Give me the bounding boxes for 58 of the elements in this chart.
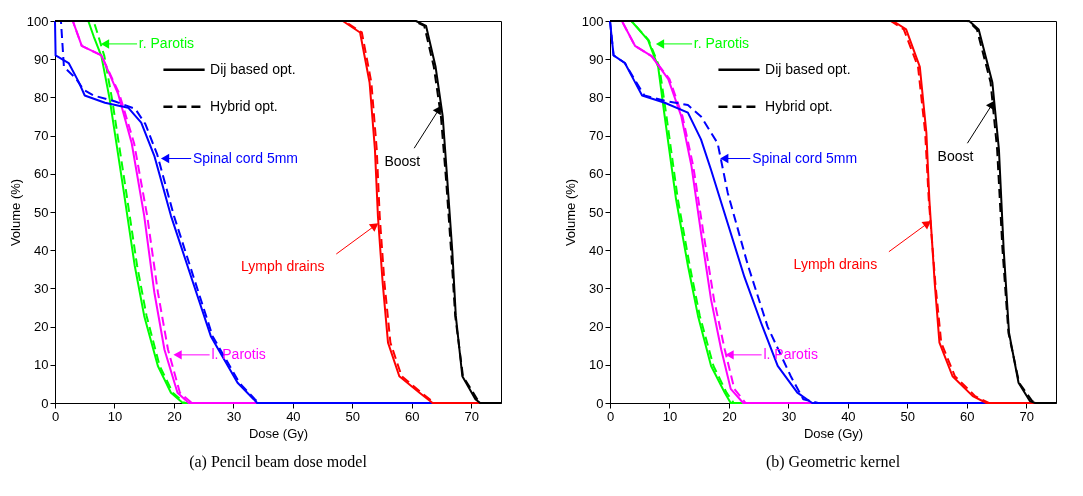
x-tick-label: 10 (107, 408, 123, 424)
annotation: Boost (384, 152, 421, 169)
y-tick-label: 20 (589, 319, 604, 335)
y-tick-label: 80 (34, 89, 49, 105)
annotation: Dij based opt. (210, 60, 296, 77)
y-tick-label: 70 (589, 128, 604, 144)
annotation: l. Parotis (763, 345, 818, 362)
y-tick-label: 90 (589, 51, 604, 67)
x-tick-label: 0 (606, 408, 615, 424)
y-tick-label: 10 (589, 357, 604, 373)
annotation: Hybrid opt. (210, 97, 278, 114)
y-tick-label: 0 (41, 395, 49, 411)
x-tick-label: 70 (1019, 408, 1034, 424)
annotation: Hybrid opt. (765, 97, 833, 114)
x-tick-label: 20 (722, 408, 737, 424)
x-tick-label: 10 (662, 408, 678, 424)
annotation: Lymph drains (793, 256, 878, 273)
x-tick-label: 40 (841, 408, 856, 424)
y-tick-label: 90 (34, 51, 49, 67)
x-tick-label: 0 (51, 408, 60, 424)
annotation: Dij based opt. (765, 60, 851, 77)
y-tick-label: 10 (34, 357, 49, 373)
y-tick-label: 40 (34, 242, 49, 258)
annotation: r. Parotis (693, 34, 750, 51)
x-tick-label: 30 (226, 408, 242, 424)
y-tick-label: 70 (34, 128, 49, 144)
y-tick-label: 100 (26, 13, 49, 29)
x-axis-title: Dose (Gy) (248, 425, 309, 441)
y-axis-title: Volume (%) (562, 178, 578, 247)
y-tick-label: 50 (34, 204, 49, 220)
annotation: Spinal cord 5mm (192, 149, 299, 166)
y-tick-label: 40 (589, 242, 604, 258)
y-tick-label: 100 (581, 13, 604, 29)
annotation: r. Parotis (138, 34, 195, 51)
y-tick-label: 60 (589, 166, 604, 182)
y-tick-label: 30 (589, 280, 604, 296)
x-tick-label: 40 (286, 408, 301, 424)
y-tick-label: 20 (34, 319, 49, 335)
x-tick-label: 60 (405, 408, 420, 424)
annotation: l. Parotis (211, 345, 266, 362)
x-tick-label: 70 (464, 408, 479, 424)
annotation: Spinal cord 5mm (752, 149, 858, 166)
x-tick-label: 60 (960, 408, 975, 424)
y-tick-label: 60 (34, 166, 49, 182)
x-tick-label: 50 (345, 408, 361, 424)
y-tick-label: 0 (596, 395, 604, 411)
text: (b) Geometric kernel (765, 453, 901, 471)
y-tick-label: 50 (589, 204, 604, 220)
text: (a) Pencil beam dose model (189, 453, 368, 471)
y-tick-label: 30 (34, 280, 49, 296)
x-axis-title: Dose (Gy) (803, 425, 864, 441)
x-tick-label: 50 (900, 408, 916, 424)
x-tick-label: 20 (167, 408, 182, 424)
annotation: Boost (937, 147, 974, 164)
y-tick-label: 80 (589, 89, 604, 105)
x-tick-label: 30 (781, 408, 797, 424)
annotation: Lymph drains (240, 258, 325, 275)
y-axis-title: Volume (%) (7, 178, 23, 247)
